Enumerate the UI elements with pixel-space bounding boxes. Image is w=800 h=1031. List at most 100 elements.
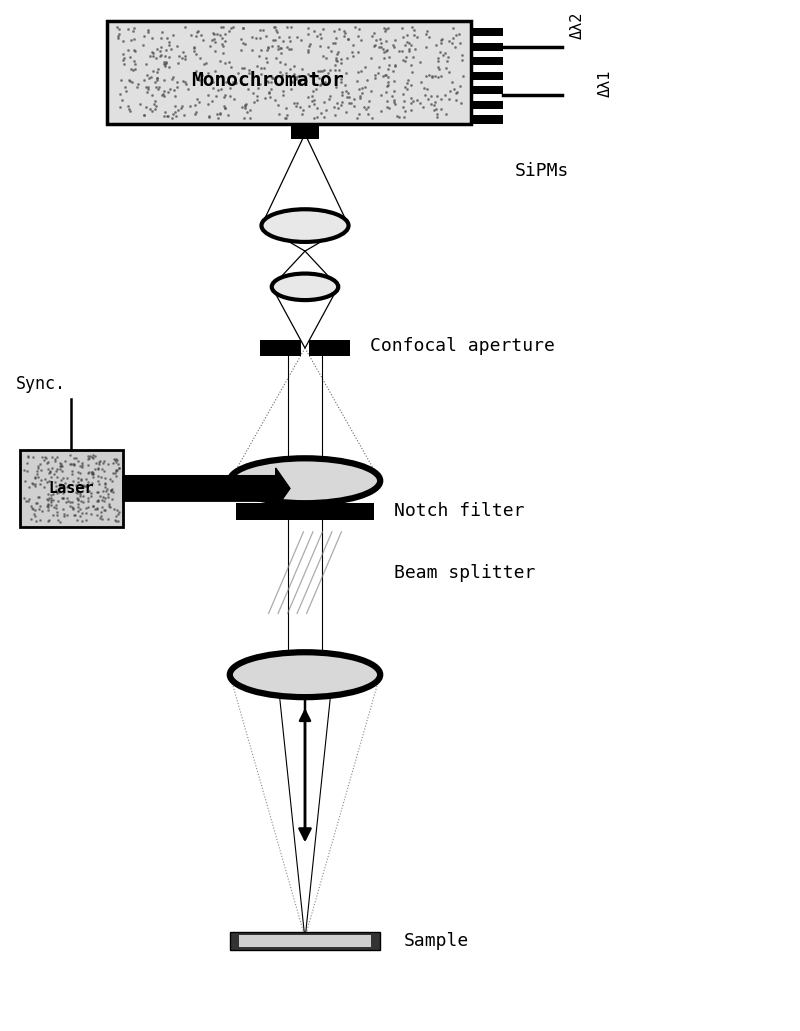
- Point: [56, 485, 69, 501]
- Point: [68, 450, 81, 466]
- Point: [431, 51, 444, 67]
- Point: [71, 495, 84, 511]
- Point: [72, 503, 85, 520]
- Point: [29, 502, 42, 519]
- Point: [323, 88, 336, 104]
- Point: [75, 505, 88, 522]
- Point: [163, 80, 176, 97]
- Point: [82, 490, 94, 506]
- Point: [38, 452, 50, 468]
- Point: [348, 19, 361, 35]
- Point: [206, 32, 218, 48]
- Point: [44, 492, 57, 508]
- Point: [90, 493, 103, 509]
- Point: [274, 54, 286, 70]
- Point: [434, 35, 447, 52]
- Point: [86, 468, 99, 485]
- Point: [316, 47, 329, 64]
- Point: [104, 483, 117, 499]
- Point: [46, 486, 59, 502]
- Point: [95, 492, 108, 508]
- Point: [80, 504, 93, 521]
- Point: [65, 494, 78, 510]
- Point: [57, 490, 70, 506]
- Point: [335, 70, 348, 87]
- Point: [190, 28, 202, 44]
- Point: [262, 40, 274, 57]
- Point: [139, 99, 152, 115]
- Point: [191, 25, 204, 41]
- Point: [254, 30, 266, 46]
- Point: [375, 102, 388, 119]
- Point: [137, 36, 150, 53]
- Point: [94, 488, 106, 504]
- Bar: [471, 57, 503, 65]
- Point: [308, 23, 321, 39]
- Point: [76, 455, 89, 471]
- Point: [32, 501, 45, 518]
- Point: [110, 462, 123, 478]
- Point: [278, 56, 291, 72]
- Point: [287, 95, 300, 111]
- Point: [26, 448, 39, 465]
- Point: [86, 465, 99, 481]
- Point: [44, 494, 57, 510]
- Point: [218, 100, 231, 117]
- Point: [91, 468, 104, 485]
- Point: [226, 74, 239, 91]
- Point: [226, 20, 239, 36]
- Point: [42, 473, 55, 490]
- Point: [142, 80, 154, 97]
- Point: [426, 69, 438, 86]
- Point: [142, 79, 154, 96]
- Point: [446, 30, 459, 46]
- Point: [242, 65, 255, 81]
- Point: [288, 58, 301, 74]
- Point: [449, 38, 462, 55]
- Text: Beam splitter: Beam splitter: [394, 564, 535, 581]
- Bar: [471, 115, 503, 124]
- Point: [435, 31, 448, 47]
- Point: [86, 466, 99, 483]
- Point: [66, 466, 78, 483]
- Point: [79, 477, 92, 494]
- Point: [388, 92, 401, 108]
- Point: [203, 107, 216, 124]
- Point: [62, 492, 74, 508]
- Point: [314, 30, 327, 46]
- Point: [138, 107, 150, 124]
- Point: [146, 43, 158, 60]
- Point: [112, 504, 125, 521]
- Point: [336, 87, 349, 103]
- Point: [351, 28, 364, 44]
- Point: [302, 44, 314, 61]
- Point: [71, 491, 84, 507]
- Point: [331, 100, 344, 117]
- Bar: [291, 124, 319, 139]
- Point: [98, 493, 110, 509]
- Point: [60, 494, 73, 510]
- Point: [338, 28, 350, 44]
- Point: [378, 44, 390, 61]
- Point: [342, 31, 355, 47]
- Point: [170, 108, 182, 125]
- Point: [261, 42, 274, 59]
- Point: [270, 51, 282, 67]
- Point: [141, 85, 154, 101]
- Point: [158, 107, 170, 124]
- Point: [242, 61, 255, 77]
- Point: [158, 58, 171, 74]
- Point: [192, 23, 205, 39]
- Point: [302, 89, 314, 105]
- Point: [187, 40, 200, 57]
- Point: [238, 60, 250, 76]
- Point: [399, 79, 412, 96]
- Point: [332, 43, 345, 60]
- Point: [261, 73, 274, 90]
- Point: [307, 92, 320, 108]
- Point: [302, 41, 314, 58]
- Point: [200, 55, 213, 71]
- Point: [336, 84, 349, 100]
- Point: [77, 488, 90, 504]
- Point: [158, 54, 170, 70]
